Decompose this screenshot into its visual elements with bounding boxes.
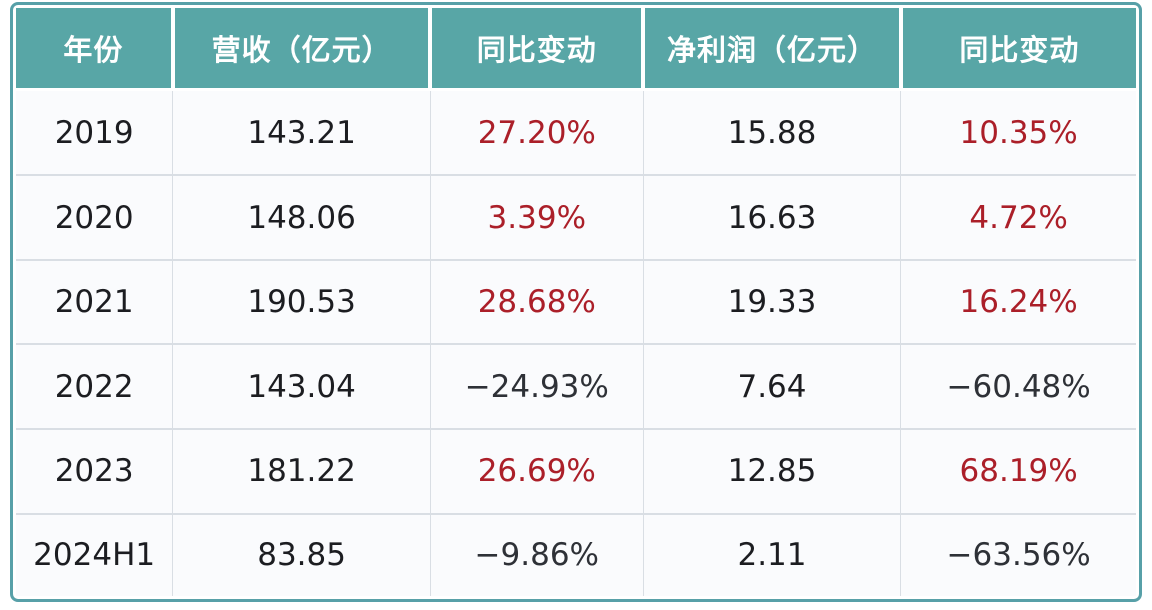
cell-profit-change: −63.56% bbox=[900, 512, 1136, 596]
cell-year: 2021 bbox=[16, 258, 174, 345]
table-row: 2023 181.22 26.69% 12.85 68.19% bbox=[16, 427, 1136, 515]
cell-revenue: 148.06 bbox=[172, 174, 431, 261]
cell-net-profit: 19.33 bbox=[642, 258, 902, 345]
column-header-revenue-change: 同比变动 bbox=[430, 8, 646, 91]
table-body: 2019 143.21 27.20% 15.88 10.35% 2020 148.06 3.3… bbox=[16, 89, 1136, 596]
cell-year: 2020 bbox=[16, 174, 174, 261]
financial-results-table: 年份 营收（亿元） 同比变动 净利润（亿元） 同比变动 2019 143.21 27.20%… bbox=[10, 2, 1142, 602]
table-row: 2021 190.53 28.68% 19.33 16.24% bbox=[16, 258, 1136, 345]
table-row: 2019 143.21 27.20% 15.88 10.35% bbox=[16, 89, 1136, 176]
cell-profit-change: −60.48% bbox=[900, 343, 1136, 430]
cell-revenue-change: 26.69% bbox=[429, 427, 644, 515]
table-header: 年份 营收（亿元） 同比变动 净利润（亿元） 同比变动 bbox=[16, 8, 1136, 91]
table-row: 2022 143.04 −24.93% 7.64 −60.48% bbox=[16, 343, 1136, 430]
yearly-financials-table: 年份 营收（亿元） 同比变动 净利润（亿元） 同比变动 2019 143.21 27.20%… bbox=[16, 8, 1136, 596]
cell-net-profit: 15.88 bbox=[642, 89, 902, 176]
cell-net-profit: 7.64 bbox=[642, 343, 902, 430]
cell-revenue: 143.21 bbox=[172, 89, 431, 176]
column-header-profit-change: 同比变动 bbox=[900, 8, 1136, 91]
cell-revenue: 181.22 bbox=[172, 427, 431, 515]
cell-revenue: 143.04 bbox=[172, 343, 431, 430]
cell-revenue-change: −24.93% bbox=[429, 343, 644, 430]
cell-revenue: 190.53 bbox=[172, 258, 431, 345]
cell-net-profit: 12.85 bbox=[642, 427, 902, 515]
cell-profit-change: 10.35% bbox=[900, 89, 1136, 176]
cell-profit-change: 68.19% bbox=[900, 427, 1136, 515]
cell-revenue-change: −9.86% bbox=[429, 512, 644, 596]
cell-net-profit: 2.11 bbox=[642, 512, 902, 596]
cell-profit-change: 4.72% bbox=[900, 174, 1136, 261]
cell-year: 2019 bbox=[16, 89, 174, 176]
column-header-year: 年份 bbox=[16, 8, 175, 91]
cell-revenue-change: 3.39% bbox=[429, 174, 644, 261]
column-header-net-profit: 净利润（亿元） bbox=[643, 8, 903, 91]
cell-revenue-change: 28.68% bbox=[429, 258, 644, 345]
cell-profit-change: 16.24% bbox=[900, 258, 1136, 345]
cell-year: 2023 bbox=[16, 427, 174, 515]
table-row: 2020 148.06 3.39% 16.63 4.72% bbox=[16, 174, 1136, 261]
header-row: 年份 营收（亿元） 同比变动 净利润（亿元） 同比变动 bbox=[16, 8, 1136, 91]
cell-net-profit: 16.63 bbox=[642, 174, 902, 261]
cell-year: 2024H1 bbox=[16, 512, 174, 596]
cell-revenue-change: 27.20% bbox=[429, 89, 644, 176]
column-header-revenue: 营收（亿元） bbox=[172, 8, 433, 91]
cell-year: 2022 bbox=[16, 343, 174, 430]
table-row: 2024H1 83.85 −9.86% 2.11 −63.56% bbox=[16, 512, 1136, 596]
cell-revenue: 83.85 bbox=[172, 512, 431, 596]
